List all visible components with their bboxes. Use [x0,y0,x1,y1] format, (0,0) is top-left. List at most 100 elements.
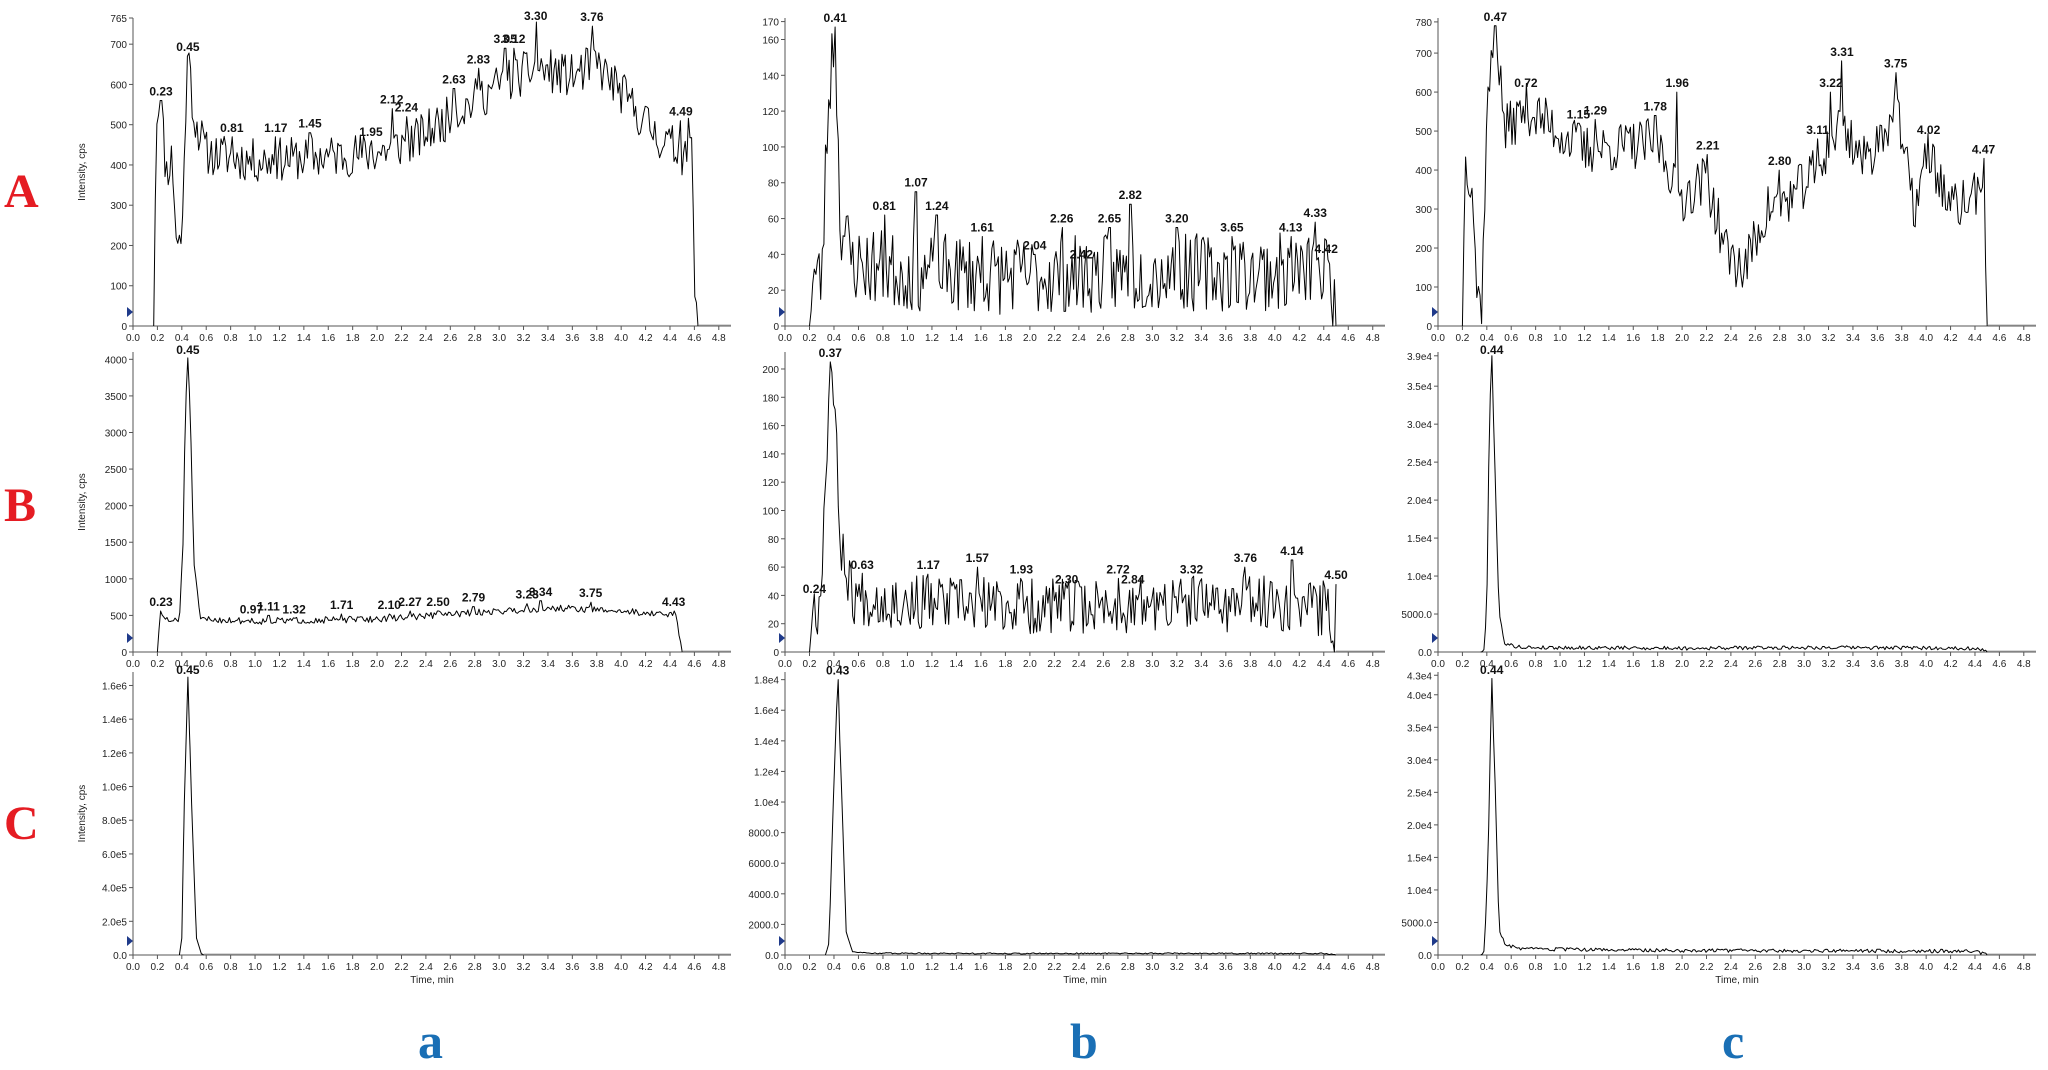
x-tick-label: 1.0 [900,333,914,344]
chromatogram-trace [153,21,699,327]
x-tick-label: 4.0 [614,333,628,344]
x-tick-label: 1.4 [949,333,963,344]
baseline-marker-icon [127,307,133,317]
y-tick-label: 5000.0 [1401,918,1432,929]
x-tick-label: 0.4 [827,333,841,344]
y-tick-label: 2.0e4 [1407,496,1432,507]
x-tick-label: 4.2 [1944,659,1958,670]
y-tick-label: 100 [110,282,127,293]
x-axis-label: Time, min [410,975,454,986]
y-tick-label: 4.0e5 [102,884,127,895]
x-tick-label: 1.2 [272,659,286,670]
x-tick-label: 4.4 [1968,962,1982,973]
x-tick-label: 4.6 [1341,962,1355,973]
x-tick-label: 1.0 [1553,333,1567,344]
peak-label: 2.63 [442,72,466,86]
y-tick-label: 5000.0 [1401,610,1432,621]
x-tick-label: 1.6 [321,962,335,973]
x-tick-label: 0.8 [1529,659,1543,670]
x-tick-label: 1.2 [1577,659,1591,670]
x-tick-label: 2.0 [1023,333,1037,344]
x-tick-label: 4.4 [1317,659,1331,670]
x-tick-label: 4.4 [663,333,677,344]
peak-label: 3.30 [524,9,548,23]
x-tick-label: 3.6 [565,962,579,973]
x-tick-label: 2.4 [419,333,433,344]
y-tick-label: 20 [768,620,780,631]
x-tick-label: 0.4 [175,962,189,973]
x-tick-label: 1.4 [949,962,963,973]
peak-label: 1.45 [298,117,322,131]
row-label-c-upper: C [4,797,39,850]
y-tick-label: 1.2e4 [754,767,779,778]
y-tick-label: 3.5e4 [1407,382,1432,393]
x-tick-label: 4.6 [1341,659,1355,670]
peak-label: 3.22 [1819,76,1843,90]
x-tick-label: 2.0 [370,659,384,670]
y-tick-label: 6.0e5 [102,850,127,861]
x-tick-label: 2.2 [1047,659,1061,670]
peak-label: 0.47 [1484,10,1508,24]
y-tick-label: 600 [110,80,127,91]
x-tick-label: 0.4 [827,962,841,973]
x-tick-label: 3.6 [1219,659,1233,670]
x-tick-label: 2.4 [1072,962,1086,973]
x-tick-label: 1.6 [321,659,335,670]
peak-label: 4.02 [1917,123,1941,137]
x-tick-label: 0.6 [1504,659,1518,670]
y-tick-label: 3.5e4 [1407,723,1432,734]
peak-label: 1.95 [359,125,383,139]
x-tick-label: 2.6 [1096,962,1110,973]
x-tick-label: 1.6 [974,659,988,670]
peak-label: 1.15 [1567,107,1591,121]
y-tick-label: 4000 [105,355,128,366]
x-tick-label: 0.4 [827,659,841,670]
x-tick-label: 0.2 [1455,659,1469,670]
x-tick-label: 0.8 [876,962,890,973]
x-tick-label: 4.4 [1968,333,1982,344]
x-tick-label: 4.2 [1292,659,1306,670]
chart-panel-ba: 0 500 1000 1500 2000 2500 3000 3500 4000 0.0 0.2 0.… [77,343,731,670]
y-tick-label: 500 [1415,127,1432,138]
x-tick-label: 2.0 [1023,659,1037,670]
column-label-c: c [1722,1013,1745,1069]
x-tick-label: 2.4 [419,962,433,973]
peak-label: 1.11 [257,599,280,613]
y-tick-label: 160 [762,35,779,46]
x-tick-label: 2.8 [1121,659,1135,670]
y-tick-label: 60 [768,215,780,226]
peak-label: 1.32 [282,602,306,616]
y-tick-label: 700 [110,40,127,51]
y-tick-label: 0 [121,648,127,659]
y-tick-label: 60 [768,563,780,574]
x-tick-label: 0.8 [224,659,238,670]
y-tick-label: 1500 [105,538,128,549]
x-tick-label: 1.4 [297,659,311,670]
x-tick-label: 2.0 [1023,962,1037,973]
x-tick-label: 4.0 [1268,659,1282,670]
peak-label: 0.24 [803,582,827,596]
peak-label: 1.24 [925,199,949,213]
x-tick-label: 0.8 [224,962,238,973]
x-tick-label: 0.4 [1480,962,1494,973]
peak-label: 3.34 [529,585,553,599]
x-tick-label: 4.6 [687,333,701,344]
peak-label: 2.21 [1696,138,1720,152]
peak-label: 2.80 [1768,154,1792,168]
peak-label: 1.57 [966,551,990,565]
x-tick-label: 0.4 [175,333,189,344]
x-tick-label: 3.4 [1194,962,1208,973]
x-tick-label: 0.2 [150,962,164,973]
x-tick-label: 1.0 [248,659,262,670]
x-tick-label: 1.8 [998,333,1012,344]
x-tick-label: 4.2 [639,962,653,973]
chart-panel-cb: 0.0 2000.0 4000.0 6000.0 8000.0 1.0e4 1.2e4 1.4… [748,664,1385,986]
x-tick-label: 1.6 [1626,659,1640,670]
column-label-a: a [418,1013,443,1069]
y-tick-label: 170 [762,18,779,29]
y-tick-label: 2.0e4 [1407,821,1432,832]
x-tick-label: 2.6 [1096,659,1110,670]
y-tick-label: 300 [110,201,127,212]
y-tick-label: 200 [762,365,779,376]
chromatogram-trace [809,26,1337,327]
